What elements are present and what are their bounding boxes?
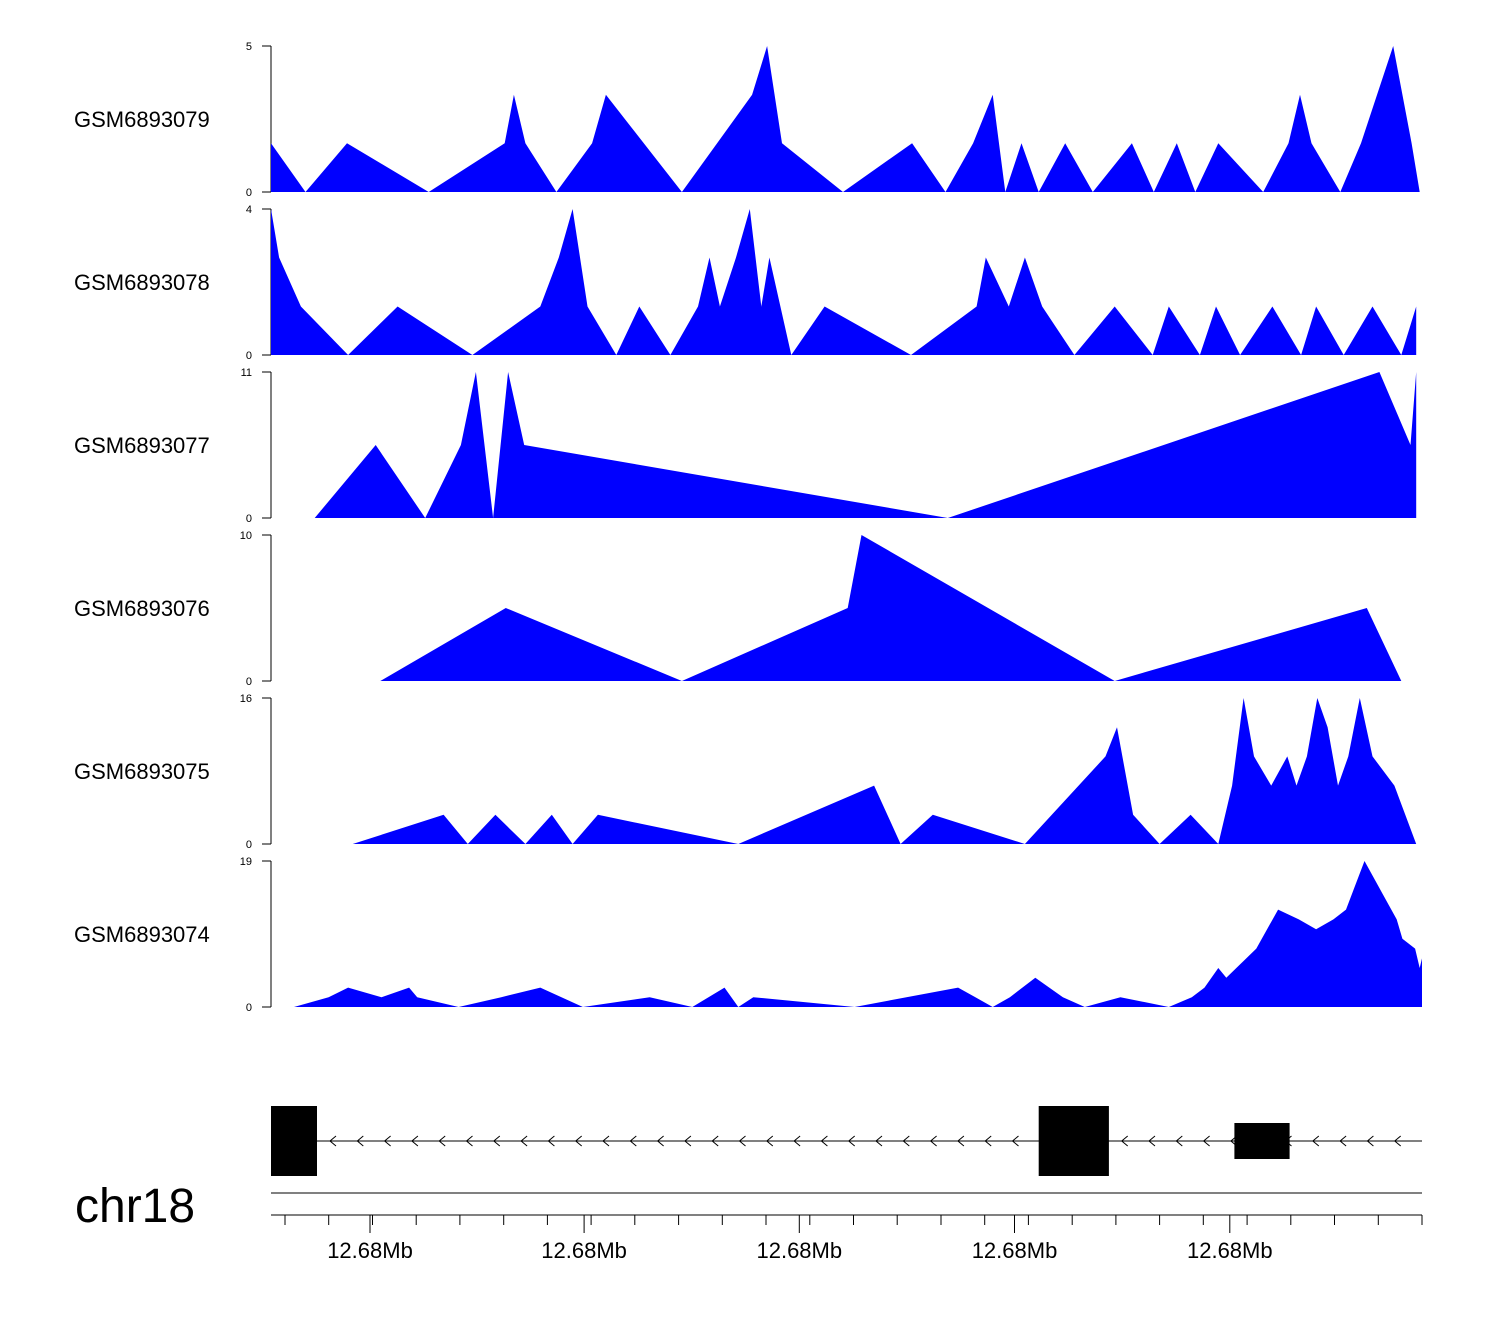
track-GSM6893078: GSM6893078 4 0 [74,204,1417,362]
strand-arrow-icon [520,1135,528,1147]
strand-arrow-icon [793,1135,801,1147]
strand-arrow-icon [1339,1135,1347,1147]
strand-arrow-icon [629,1135,637,1147]
strand-arrow-icon [847,1135,856,1147]
strand-arrow-icon [711,1135,719,1147]
strand-arrow-icon [820,1135,828,1147]
x-tick-label: 12.68Mb [972,1238,1058,1263]
y-tick-label-zero: 0 [246,1002,252,1014]
y-tick-label-max: 11 [241,367,252,379]
coverage-area [314,372,1417,518]
track-GSM6893074: GSM6893074 19 0 [74,856,1422,1014]
track-label: GSM6893076 [74,596,210,621]
strand-arrow-icon [493,1135,501,1147]
coverage-area [380,535,1402,681]
x-tick-label: 12.68Mb [1187,1238,1273,1263]
chromosome-label: chr18 [75,1180,195,1233]
gene-model-track [271,1106,1422,1176]
strand-arrow-icon [1312,1135,1320,1147]
strand-arrow-icon [766,1135,774,1147]
exon-block [1234,1123,1290,1159]
strand-arrow-icon [438,1135,446,1147]
track-GSM6893077: GSM6893077 11 0 [74,367,1417,525]
strand-arrow-icon [656,1135,664,1147]
strand-arrow-icon [957,1135,965,1147]
exon-block [271,1106,317,1176]
y-tick-label-max: 5 [246,41,252,53]
y-tick-label-zero: 0 [246,676,252,688]
strand-arrow-icon [1366,1135,1374,1147]
exon-block [1038,1106,1109,1176]
coverage-area [294,861,1422,1007]
y-tick-label-zero: 0 [246,350,252,362]
strand-arrow-icon [902,1135,910,1147]
track-GSM6893075: GSM6893075 16 0 [74,693,1417,851]
x-tick-label: 12.68Mb [327,1238,413,1263]
y-tick-label-zero: 0 [246,839,252,851]
y-tick-label-max: 19 [240,856,252,868]
track-label: GSM6893078 [74,270,210,295]
x-tick-label: 12.68Mb [541,1238,627,1263]
x-tick-label: 12.68Mb [756,1238,842,1263]
strand-arrow-icon [329,1135,337,1147]
strand-arrow-icon [1011,1135,1019,1147]
strand-arrow-icon [929,1135,937,1147]
coverage-area [352,698,1417,844]
track-label: GSM6893079 [74,107,210,132]
y-tick-label-zero: 0 [246,187,252,199]
strand-arrow-icon [547,1135,555,1147]
track-label: GSM6893075 [74,759,210,784]
strand-arrow-icon [465,1135,473,1147]
track-GSM6893079: GSM6893079 5 0 [74,41,1420,199]
strand-arrow-icon [1148,1135,1156,1147]
strand-arrow-icon [602,1135,610,1147]
genome-axis: chr18 12.68Mb 12.68Mb 12.68Mb 12.68Mb 12.68M… [75,1180,1423,1263]
y-tick-label-max: 10 [240,530,252,542]
strand-arrow-icon [984,1135,992,1147]
y-tick-label-max: 16 [240,693,252,705]
track-label: GSM6893074 [74,922,210,947]
y-tick-label-max: 4 [246,204,252,216]
strand-arrow-icon [1175,1135,1183,1147]
coverage-tracks: GSM689307950GSM689307840GSM6893077110GSM… [74,41,1422,1014]
strand-arrow-icon [1120,1135,1129,1147]
coverage-area [271,209,1417,355]
strand-arrow-icon [1393,1135,1402,1147]
strand-arrow-icon [1202,1135,1210,1147]
strand-arrow-icon [684,1135,692,1147]
y-tick-label-zero: 0 [246,513,252,525]
strand-arrow-icon [574,1135,583,1147]
strand-arrow-icon [875,1135,883,1147]
strand-arrow-icon [356,1135,364,1147]
strand-arrow-icon [411,1135,419,1147]
strand-arrow-icon [738,1135,746,1147]
coverage-area [271,46,1420,192]
track-GSM6893076: GSM6893076 10 0 [74,530,1402,688]
track-label: GSM6893077 [74,433,210,458]
strand-arrow-icon [383,1135,391,1147]
